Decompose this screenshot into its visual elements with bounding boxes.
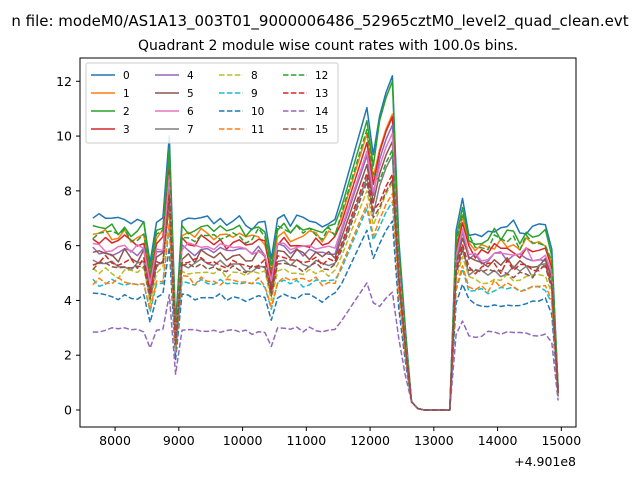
- y-tick-label: 6: [64, 238, 72, 253]
- series-line-module-13: [92, 172, 559, 411]
- legend-label-module-9: 9: [251, 88, 258, 100]
- legend-label-module-12: 12: [315, 70, 328, 82]
- series-line-module-14: [92, 282, 559, 411]
- figure-suptitle: n file: modeM0/AS1A13_003T01_9000006486_…: [11, 12, 628, 31]
- x-tick-label: 10000: [223, 433, 263, 448]
- x-axis-offset-label: +4.901e8: [514, 454, 576, 469]
- plot-title: Quadrant 2 module wise count rates with …: [138, 38, 518, 54]
- x-tick-label: 11000: [286, 433, 326, 448]
- y-axis: 0 2 4 6 8 10 12: [56, 74, 80, 418]
- legend-label-module-4: 4: [187, 70, 194, 82]
- legend-frame: [85, 62, 339, 144]
- y-tick-label: 8: [64, 183, 72, 198]
- series-line-module-11: [92, 192, 559, 411]
- legend-label-module-11: 11: [251, 124, 264, 136]
- legend-label-module-0: 0: [123, 70, 130, 82]
- x-tick-label: 15000: [541, 433, 581, 448]
- series-line-module-10: [92, 220, 559, 411]
- x-tick-label: 14000: [478, 433, 518, 448]
- x-tick-label: 8000: [99, 433, 131, 448]
- x-tick-label: 13000: [414, 433, 454, 448]
- x-tick-label: 9000: [163, 433, 195, 448]
- y-tick-label: 10: [56, 129, 72, 144]
- y-tick-label: 12: [56, 74, 72, 89]
- axes-frame: [79, 57, 577, 428]
- series-line-module-15: [92, 179, 559, 411]
- legend-label-module-13: 13: [315, 88, 328, 100]
- legend-label-module-2: 2: [123, 106, 130, 118]
- legend-label-module-5: 5: [187, 88, 194, 100]
- legend-label-module-3: 3: [123, 124, 130, 136]
- legend-label-module-1: 1: [123, 88, 130, 100]
- plot-area: [79, 57, 577, 428]
- y-tick-label: 0: [64, 403, 72, 418]
- y-tick-label: 2: [64, 348, 72, 363]
- series-line-module-12: [92, 128, 559, 411]
- legend-label-module-8: 8: [251, 70, 258, 82]
- legend-label-module-7: 7: [187, 124, 194, 136]
- x-axis: 8000 9000 10000 11000 12000 13000 14000 15000: [99, 427, 581, 448]
- legend-label-module-14: 14: [315, 106, 329, 118]
- legend-label-module-10: 10: [251, 106, 264, 118]
- legend-label-module-15: 15: [315, 124, 328, 136]
- y-tick-label: 4: [64, 293, 72, 308]
- series-lines: [92, 75, 559, 411]
- x-tick-label: 12000: [350, 433, 390, 448]
- legend-label-module-6: 6: [187, 106, 194, 118]
